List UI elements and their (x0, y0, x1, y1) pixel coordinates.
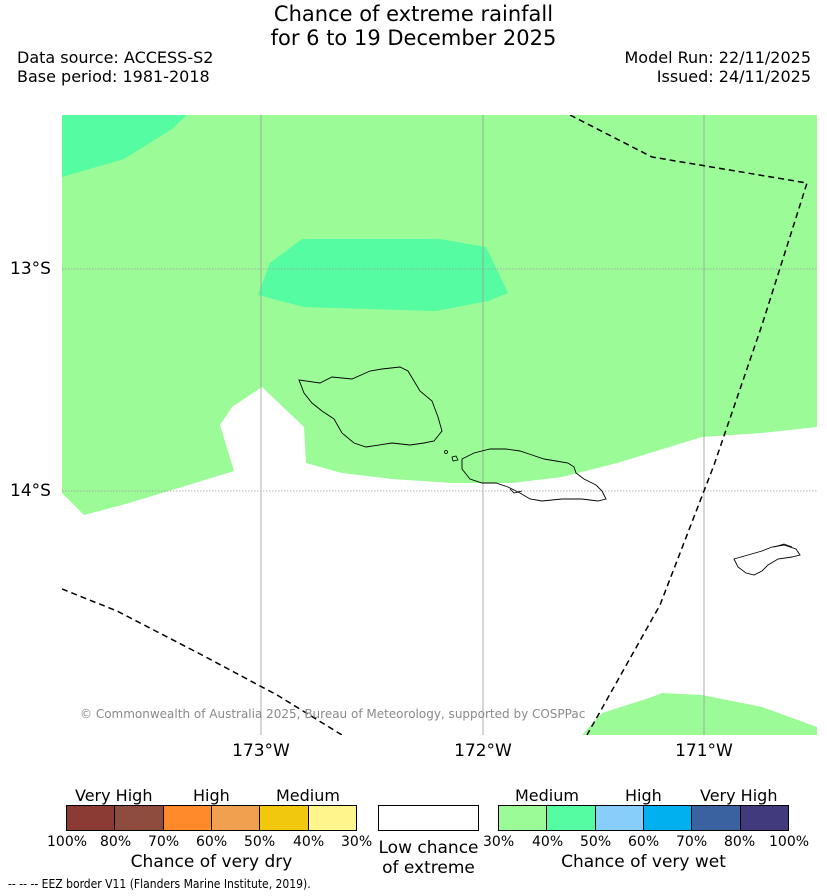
low-chance-line1: Low chance (378, 838, 479, 858)
wet-swatch (740, 806, 788, 830)
dry-tick: 70% (148, 834, 180, 850)
wet-tick: 50% (580, 834, 612, 850)
dry-swatch (308, 806, 356, 830)
wet-high-heading: High (625, 786, 662, 805)
issued-date: Issued: 24/11/2025 (656, 67, 811, 86)
dry-tick: 50% (244, 834, 276, 850)
dry-tick: 80% (100, 834, 132, 850)
eez-border-note: -- -- -- EEZ border V11 (Flanders Marine… (8, 877, 311, 891)
map-title-line1: Chance of extreme rainfall (273, 2, 554, 26)
wet-tick: 30% (483, 834, 515, 850)
wet-legend-title: Chance of very wet (561, 852, 726, 872)
dry-swatch (211, 806, 261, 830)
coast-detail (509, 488, 523, 494)
lon-label-173w: 173°W (232, 741, 290, 761)
islet (451, 455, 459, 462)
wet-tick: 100% (769, 834, 810, 850)
lon-label-171w: 171°W (675, 741, 733, 761)
wet-colorbar (498, 805, 789, 831)
wet-tick: 40% (532, 834, 564, 850)
wet-medium-heading: Medium (515, 786, 579, 805)
wet-very-high-heading: Very High (700, 786, 778, 805)
high-wet-zone-central (258, 239, 508, 311)
dry-tick: 30% (341, 834, 373, 850)
map-title-line2: for 6 to 19 December 2025 (270, 26, 557, 50)
dry-tick: 100% (47, 834, 88, 850)
rainfall-map (62, 115, 817, 735)
wet-swatch (692, 806, 741, 830)
low-chance-box (378, 805, 479, 831)
dry-swatch (260, 806, 309, 830)
lat-label-13s: 13°S (10, 259, 51, 279)
island-savaii (298, 366, 443, 448)
wet-swatch (547, 806, 596, 830)
wet-swatch (595, 806, 644, 830)
wet-swatch (499, 806, 548, 830)
dry-swatch (67, 806, 116, 830)
eez-border (62, 115, 808, 735)
dry-legend-title: Chance of very dry (130, 852, 293, 872)
dry-tick: 40% (293, 834, 325, 850)
grid-lines (62, 115, 817, 735)
dry-swatch (163, 806, 212, 830)
base-period: Base period: 1981-2018 (17, 67, 210, 86)
dry-very-high-heading: Very High (75, 786, 153, 805)
dry-colorbar (66, 805, 357, 831)
wet-tick: 70% (676, 834, 708, 850)
high-wet-zone-northwest (62, 115, 187, 177)
dry-high-heading: High (193, 786, 230, 805)
dry-tick: 60% (196, 834, 228, 850)
coast-detail (773, 543, 793, 548)
medium-wet-zone (62, 115, 817, 515)
low-chance-line2: of extreme (382, 858, 475, 878)
lat-label-14s: 14°S (10, 481, 51, 501)
data-source: Data source: ACCESS-S2 (17, 48, 214, 67)
model-run: Model Run: 22/11/2025 (624, 48, 812, 67)
island-upolu (461, 448, 607, 502)
lon-label-172w: 172°W (454, 741, 512, 761)
wet-tick: 60% (628, 834, 660, 850)
dry-swatch (115, 806, 164, 830)
island-tutuila (733, 544, 801, 576)
wet-tick: 80% (724, 834, 756, 850)
copyright-credit: © Commonwealth of Australia 2025, Bureau… (80, 707, 586, 721)
wet-swatch (643, 806, 693, 830)
islet (444, 450, 448, 454)
dry-medium-heading: Medium (276, 786, 340, 805)
medium-wet-zone-south (582, 693, 817, 735)
